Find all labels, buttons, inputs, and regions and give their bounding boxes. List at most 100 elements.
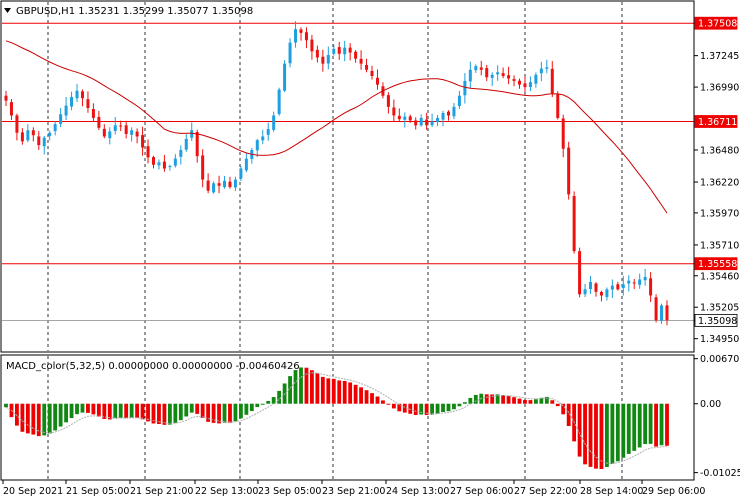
price-tick-label: 1.35460 (700, 271, 739, 282)
macd-histogram-bar (550, 400, 555, 404)
macd-histogram-bar (523, 399, 527, 404)
macd-signal-layer (5, 372, 668, 464)
candle-body (59, 114, 63, 124)
macd-histogram-bar (135, 403, 140, 418)
price-tick-label: 1.37508 (698, 19, 737, 30)
candle-body (212, 183, 216, 193)
candle-body (616, 284, 620, 290)
time-tick-label: 24 Sep 13:00 (386, 486, 449, 497)
macd-histogram-bar (184, 403, 189, 417)
macd-histogram-bar (178, 403, 183, 421)
candle-body (610, 285, 614, 290)
macd-panel-frame (0, 354, 695, 481)
candle-body (638, 279, 642, 285)
macd-histogram-bar (648, 403, 653, 444)
candle-body (370, 70, 374, 76)
macd-histogram-bar (151, 403, 156, 424)
macd-histogram-bar (102, 403, 107, 419)
macd-histogram-bar (610, 403, 615, 464)
candle-body (130, 130, 134, 135)
macd-histogram-bar (140, 403, 145, 420)
time-tick-label: 23 Sep 05:00 (258, 486, 321, 497)
macd-histogram-bar (435, 403, 440, 414)
macd-histogram-bar (277, 390, 282, 404)
candle-body (419, 117, 423, 126)
candle-body (244, 158, 248, 171)
price-tick-label: 1.36480 (700, 145, 739, 156)
candle-body (42, 137, 46, 147)
time-tick-label: 23 Sep 21:00 (322, 486, 385, 497)
macd-histogram-bar (195, 403, 200, 414)
macd-histogram-bar (342, 380, 347, 404)
candle-body (441, 112, 445, 120)
macd-histogram-bar (310, 370, 314, 404)
macd-histogram-bar (288, 376, 292, 404)
macd-histogram-bar (441, 403, 445, 412)
macd-histogram-bar (124, 403, 129, 419)
candle-body (294, 29, 298, 43)
macd-histogram-bar (80, 403, 85, 413)
macd-header-text: MACD_color(5,32,5) 0.00000000 0.00000000… (6, 361, 300, 372)
candle-body (288, 42, 292, 64)
symbol-header-text: GBPUSD,H1 1.35231 1.35299 1.35077 1.3509… (16, 6, 253, 17)
macd-histogram-bar (244, 403, 249, 415)
candle-body (550, 68, 554, 94)
macd-histogram-bar (228, 403, 232, 423)
candle-body (168, 166, 172, 168)
candle-body (627, 280, 631, 284)
macd-histogram-bar (654, 403, 658, 447)
macd-histogram-bar (58, 403, 63, 427)
candle-body (452, 106, 456, 117)
candle-body (266, 129, 270, 135)
candle-body (572, 196, 576, 252)
price-tick-label: 1.35710 (700, 240, 739, 251)
candle-body (26, 130, 30, 141)
candle-body (589, 281, 593, 290)
candle-body (365, 64, 369, 70)
price-tick-label: 1.36990 (700, 83, 739, 94)
macd-histogram-bar (643, 403, 648, 445)
macd-histogram-bar (4, 403, 8, 408)
macd-histogram-bar (293, 370, 298, 404)
time-tick-label: 22 Sep 13:00 (195, 486, 258, 497)
candle-body (283, 63, 287, 91)
candle-body (223, 180, 227, 188)
candle-body (304, 32, 308, 41)
candle-body (490, 74, 494, 78)
candle-body (654, 297, 658, 321)
macd-histogram-bar (222, 403, 227, 423)
candle-body (561, 118, 565, 149)
price-label-box (694, 115, 738, 128)
price-tick-label: 1.37245 (700, 51, 739, 62)
macd-histogram-bar (501, 395, 506, 404)
candle-body (31, 130, 35, 136)
macd-histogram-bar (555, 403, 560, 407)
candle-body (151, 157, 155, 165)
price-tick-label: 1.35098 (698, 316, 737, 327)
triangle-down-icon[interactable] (4, 8, 11, 13)
candle-body (9, 102, 13, 116)
macd-histogram-bar (364, 390, 369, 404)
candle-body (70, 96, 74, 107)
price-tick-label: 1.35970 (700, 208, 739, 219)
time-tick-label: 21 Sep 21:00 (130, 486, 193, 497)
candle-body (539, 68, 543, 74)
candle-body (102, 128, 106, 137)
symbol-header[interactable]: GBPUSD,H1 1.35231 1.35299 1.35077 1.3509… (4, 6, 253, 17)
candle-body (80, 91, 84, 99)
candle-body (141, 135, 145, 148)
candle-body (233, 179, 237, 188)
candle-body (173, 158, 177, 166)
macd-histogram-bar (506, 396, 511, 404)
candle-body (468, 69, 472, 82)
candle-body (643, 277, 647, 281)
candle-body (665, 305, 669, 321)
candle-body (190, 130, 194, 138)
price-label-box (694, 16, 738, 30)
macd-histogram-bar (255, 403, 260, 408)
candle-body (583, 289, 587, 295)
candle-body (272, 115, 276, 130)
macd-histogram-bar (69, 403, 74, 419)
macd-histogram-bar (637, 403, 642, 448)
